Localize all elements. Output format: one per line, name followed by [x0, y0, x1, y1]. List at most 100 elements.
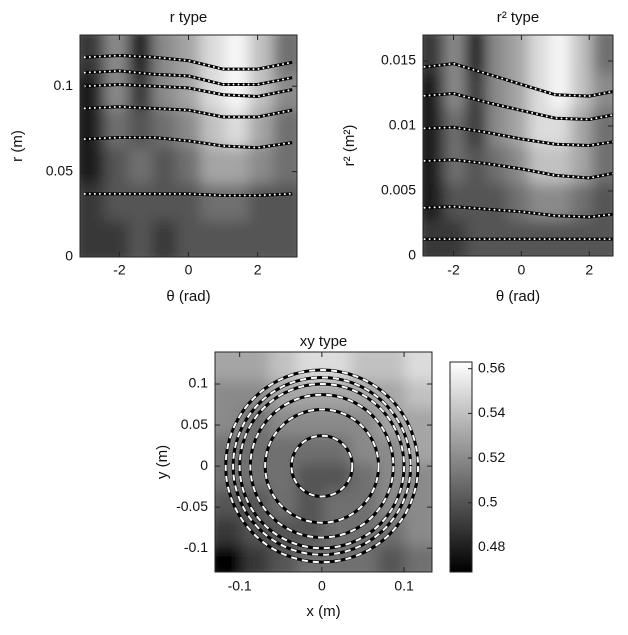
- x-tick-label: 2: [254, 262, 262, 278]
- heat-cell: [104, 220, 130, 257]
- heat-cell: [296, 462, 325, 491]
- x-tick-label: 0.1: [394, 578, 414, 594]
- heat-cell: [423, 35, 446, 73]
- chart-title: xy type: [300, 333, 348, 350]
- heat-cell: [128, 109, 154, 147]
- heat-cell: [176, 183, 202, 221]
- colorbar-tick-label: 0.56: [478, 359, 505, 375]
- heat-cell: [152, 72, 178, 110]
- contour-line: [83, 192, 294, 197]
- heat-cell: [404, 352, 432, 381]
- heat-cell: [465, 145, 488, 184]
- heat-cell: [404, 544, 432, 572]
- heat-cell: [507, 35, 530, 73]
- heat-cell: [549, 71, 572, 110]
- heat-cell: [176, 146, 202, 184]
- heat-cell: [444, 145, 467, 184]
- heat-cell: [507, 182, 530, 221]
- heat-cell: [176, 220, 202, 257]
- heat-cell: [377, 379, 406, 408]
- heat-cell: [528, 182, 551, 221]
- heat-cell: [528, 108, 551, 147]
- heat-cell: [570, 35, 593, 73]
- contour-line: [83, 54, 294, 71]
- heat-cell: [224, 146, 250, 184]
- heat-cell: [242, 544, 271, 572]
- chart-title: r type: [170, 9, 208, 26]
- heat-cell: [80, 72, 106, 110]
- y-tick-label: 0: [200, 457, 208, 473]
- heat-cell: [507, 145, 530, 184]
- heatmap-cells: [80, 35, 297, 257]
- heat-cell: [465, 219, 488, 256]
- heat-cell: [528, 219, 551, 256]
- heat-cell: [104, 35, 130, 73]
- contour-circle: [290, 434, 354, 498]
- heat-cell: [80, 146, 106, 184]
- heat-cell: [128, 220, 154, 257]
- heat-cell: [224, 220, 250, 257]
- heat-cell: [423, 182, 446, 221]
- x-tick-label: -2: [447, 262, 460, 278]
- contour-line: [423, 62, 613, 98]
- heat-cell: [486, 35, 509, 73]
- heat-cell: [591, 71, 613, 110]
- contour-circle: [249, 393, 395, 539]
- heat-cell: [128, 146, 154, 184]
- heat-cell: [176, 35, 202, 73]
- heat-cell: [549, 219, 572, 256]
- heat-cell: [128, 183, 154, 221]
- heat-cell: [350, 544, 379, 572]
- heat-cell: [323, 489, 352, 518]
- heat-cell: [465, 71, 488, 110]
- contour-line: [423, 205, 613, 219]
- heat-cell: [486, 108, 509, 147]
- heat-cell: [486, 219, 509, 256]
- heat-cell: [323, 352, 352, 381]
- contour-line: [84, 192, 293, 198]
- axes-box: [422, 34, 614, 257]
- colorbar-tick-label: 0.52: [478, 449, 505, 465]
- heat-cell: [404, 517, 432, 546]
- contour-line: [423, 92, 613, 121]
- heat-cell: [224, 109, 250, 147]
- x-tick-label: 0: [517, 262, 525, 278]
- heat-cell: [423, 145, 446, 184]
- colorbar-tick-label: 0.5: [478, 493, 498, 509]
- heat-cell: [128, 72, 154, 110]
- x-tick-label: 2: [585, 262, 593, 278]
- contour-circle: [224, 369, 420, 564]
- chart-title: r² type: [497, 9, 540, 26]
- heat-cell: [272, 220, 297, 257]
- heat-cell: [80, 220, 106, 257]
- contour-circle: [232, 376, 412, 556]
- heat-cell: [377, 544, 406, 572]
- contour-line: [83, 83, 294, 98]
- heat-cell: [444, 219, 467, 256]
- heat-cell: [350, 434, 379, 463]
- heat-cell: [152, 183, 178, 221]
- heat-cell: [152, 35, 178, 73]
- heat-cell: [80, 35, 106, 73]
- heat-cell: [242, 379, 271, 408]
- axes-box: [214, 351, 433, 573]
- y-axis-label: r² (m²): [341, 125, 358, 167]
- y-tick-label: 0.1: [189, 375, 209, 391]
- heat-cell: [570, 219, 593, 256]
- heat-cell: [152, 220, 178, 257]
- heat-cell: [404, 379, 432, 408]
- heatmap: [423, 35, 613, 256]
- contour-circle: [264, 408, 380, 524]
- heat-cell: [242, 352, 271, 381]
- heat-cell: [200, 146, 226, 184]
- contour-line: [83, 136, 294, 149]
- heat-cell: [224, 72, 250, 110]
- heat-cell: [248, 146, 274, 184]
- heat-cell: [104, 109, 130, 147]
- heat-cell: [248, 220, 274, 257]
- y-tick-label: 0.01: [389, 117, 416, 133]
- x-tick-label: 0: [185, 262, 193, 278]
- heat-cell: [507, 71, 530, 110]
- heat-cell: [242, 517, 271, 546]
